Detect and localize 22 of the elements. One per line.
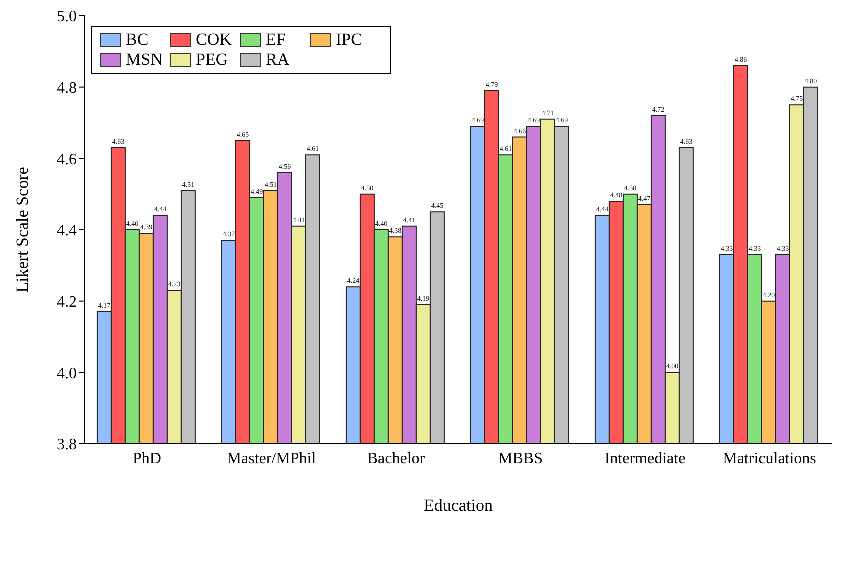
y-tick-label: 4.2 xyxy=(57,294,77,312)
y-tick-label: 4.4 xyxy=(57,222,77,240)
x-tick-label: Master/MPhil xyxy=(227,450,317,468)
y-axis-title: Likert Scale Score xyxy=(13,167,32,293)
legend-label: MSN xyxy=(126,50,163,70)
legend-label: BC xyxy=(126,30,149,50)
y-tick-label: 4.0 xyxy=(57,365,77,382)
legend-label: PEG xyxy=(196,50,228,70)
y-tick-label: 4.8 xyxy=(57,80,77,98)
x-tick-label: Bachelor xyxy=(367,450,426,468)
y-tick-label: 4.6 xyxy=(57,151,77,168)
legend-label: IPC xyxy=(336,30,362,50)
x-tick-label: Matriculations xyxy=(723,450,816,468)
x-tick-label: MBBS xyxy=(498,450,543,468)
y-tick-label: 5.0 xyxy=(57,8,77,26)
x-tick-label: PhD xyxy=(133,450,162,468)
legend-label: COK xyxy=(196,30,232,50)
x-axis-title: Education xyxy=(424,496,494,515)
y-tick-label: 3.8 xyxy=(57,436,77,454)
x-tick-label: Intermediate xyxy=(604,450,686,468)
legend-label: RA xyxy=(266,50,290,70)
legend-label: EF xyxy=(266,30,286,50)
